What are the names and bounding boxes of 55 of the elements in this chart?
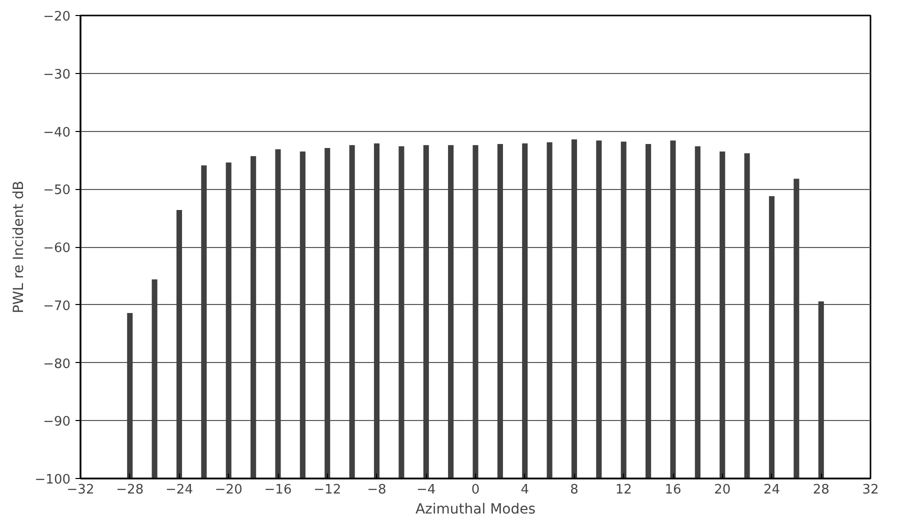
x-tick-label: −20 xyxy=(214,482,242,498)
y-tick-label: −60 xyxy=(43,241,71,256)
y-axis-title: PWL re Incident dB xyxy=(10,180,27,314)
bar xyxy=(472,145,478,478)
bar xyxy=(250,156,256,478)
bar xyxy=(423,145,429,478)
bar xyxy=(744,153,750,478)
bar xyxy=(646,144,652,478)
bar xyxy=(226,162,232,478)
bar xyxy=(596,140,602,478)
x-tick-label: 8 xyxy=(570,482,578,498)
bar xyxy=(448,145,454,478)
x-tick-label: −24 xyxy=(166,482,193,498)
bar xyxy=(522,143,528,478)
x-axis-title: Azimuthal Modes xyxy=(415,502,536,518)
x-tick-label: 32 xyxy=(862,482,879,498)
bar xyxy=(546,142,552,478)
bar xyxy=(201,165,207,478)
y-tick-label: −70 xyxy=(43,298,71,314)
x-tick-label: 24 xyxy=(763,482,780,498)
bar xyxy=(571,139,578,478)
x-tick-label: −16 xyxy=(264,482,292,498)
x-tick-label: 20 xyxy=(714,482,731,498)
bar xyxy=(349,145,355,478)
bar xyxy=(324,148,330,478)
bar xyxy=(670,140,676,478)
x-tick-label: −12 xyxy=(314,482,342,498)
y-tick-label: −90 xyxy=(43,414,71,430)
bar xyxy=(176,210,182,478)
bar xyxy=(768,196,775,478)
x-tick-label: 28 xyxy=(812,482,830,498)
x-tick-label: 16 xyxy=(664,482,682,498)
y-tick-label: −80 xyxy=(43,356,71,372)
bar xyxy=(374,143,380,478)
bar xyxy=(152,279,158,478)
bar xyxy=(794,178,800,478)
bar xyxy=(818,301,824,478)
y-tick-label: −20 xyxy=(43,10,71,24)
bar xyxy=(127,312,133,478)
x-tick-label: 4 xyxy=(520,482,530,498)
x-tick-label: −4 xyxy=(416,482,436,498)
bar xyxy=(275,149,281,478)
bar xyxy=(720,152,726,478)
bar xyxy=(620,142,626,478)
y-tick-label: −30 xyxy=(43,67,71,82)
bar xyxy=(497,144,503,478)
bar xyxy=(300,152,306,478)
x-tick-label: 0 xyxy=(471,482,480,498)
bar xyxy=(694,146,700,478)
x-tick-label: −8 xyxy=(367,482,386,498)
bar xyxy=(398,146,404,478)
x-tick-label: −28 xyxy=(116,482,144,498)
x-tick-label: 12 xyxy=(615,482,632,498)
y-tick-label: −50 xyxy=(43,183,71,198)
y-tick-label: −40 xyxy=(43,125,71,140)
